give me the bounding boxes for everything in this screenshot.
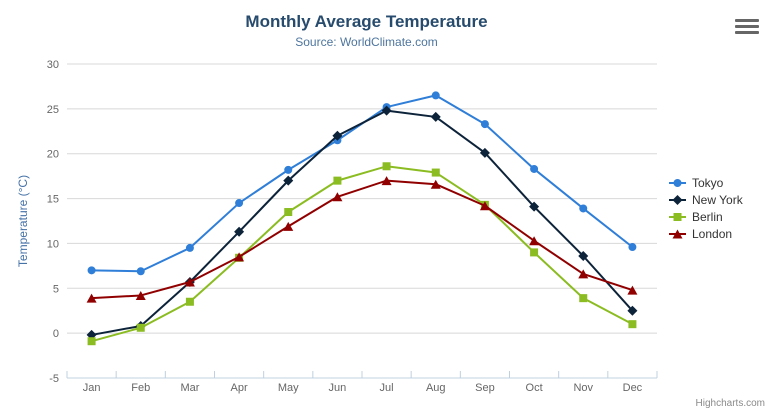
legend-label: New York	[692, 192, 743, 207]
data-point-new-york-oct[interactable]	[529, 201, 540, 212]
legend-marker-square-icon	[669, 212, 686, 221]
data-point-london-feb[interactable]	[135, 290, 146, 300]
y-axis-label: 15	[47, 194, 59, 206]
data-point-berlin-may[interactable]	[284, 208, 293, 217]
data-point-new-york-apr[interactable]	[234, 226, 245, 237]
x-axis-label: Apr	[231, 382, 248, 394]
x-axis-label: Mar	[180, 382, 199, 394]
legend: Tokyo New York Berlin London	[669, 176, 743, 244]
series-line-new-york	[90, 109, 634, 336]
legend-label: Berlin	[692, 209, 723, 224]
data-point-london-nov[interactable]	[578, 269, 589, 279]
data-point-new-york-nov[interactable]	[578, 250, 589, 261]
data-point-new-york-aug[interactable]	[430, 111, 441, 122]
y-axis-label: 5	[53, 283, 59, 295]
data-point-berlin-dec[interactable]	[628, 320, 637, 329]
data-point-berlin-jul[interactable]	[382, 162, 391, 171]
x-axis-label: Jul	[380, 382, 394, 394]
data-point-tokyo-nov[interactable]	[579, 204, 588, 213]
series-line-berlin	[90, 165, 634, 343]
x-axis-label: Sep	[475, 382, 495, 394]
data-point-london-sep[interactable]	[479, 201, 490, 211]
y-axis-label: 0	[53, 328, 59, 340]
data-point-tokyo-oct[interactable]	[530, 164, 539, 173]
data-point-london-jun[interactable]	[332, 192, 343, 202]
data-point-berlin-mar[interactable]	[185, 297, 194, 306]
data-point-new-york-sep[interactable]	[479, 147, 490, 158]
x-axis-label: Nov	[573, 382, 593, 394]
y-axis-label: 20	[47, 149, 59, 161]
series-london	[86, 176, 638, 303]
data-point-berlin-jun[interactable]	[333, 176, 342, 185]
data-point-new-york-jun[interactable]	[332, 130, 343, 141]
data-point-tokyo-jan[interactable]	[87, 266, 96, 275]
data-point-tokyo-feb[interactable]	[136, 267, 145, 276]
data-point-new-york-dec[interactable]	[627, 305, 638, 316]
legend-item-london[interactable]: London	[669, 226, 743, 241]
y-axis-label: 10	[47, 238, 59, 250]
x-axis-label: Jan	[83, 382, 101, 394]
series-tokyo	[87, 91, 637, 276]
legend-label: London	[692, 226, 733, 241]
x-axis-label: Jun	[329, 382, 347, 394]
highcharts-credit[interactable]: Highcharts.com	[695, 398, 765, 409]
data-point-tokyo-dec[interactable]	[628, 243, 637, 252]
data-point-london-may[interactable]	[283, 221, 294, 231]
x-axis-label: Dec	[623, 382, 643, 394]
data-point-london-aug[interactable]	[430, 179, 441, 189]
data-point-tokyo-sep[interactable]	[480, 120, 489, 129]
hamburger-icon	[735, 19, 759, 34]
data-point-berlin-aug[interactable]	[431, 168, 440, 177]
data-point-berlin-jan[interactable]	[87, 337, 96, 346]
series-line-tokyo	[90, 94, 634, 273]
data-point-london-dec[interactable]	[627, 285, 638, 295]
data-point-berlin-feb[interactable]	[136, 323, 145, 332]
x-axis-label: May	[278, 382, 299, 394]
data-point-tokyo-may[interactable]	[284, 165, 293, 174]
legend-marker-triangle-icon	[669, 229, 686, 238]
y-axis-label: 30	[47, 59, 59, 71]
data-point-tokyo-aug[interactable]	[431, 91, 440, 100]
y-axis-label: 25	[47, 104, 59, 116]
x-axis-label: Aug	[426, 382, 446, 394]
chart-menu-button[interactable]	[735, 18, 760, 35]
data-point-berlin-oct[interactable]	[530, 248, 539, 257]
data-point-berlin-nov[interactable]	[579, 294, 588, 303]
x-axis-label: Oct	[526, 382, 543, 394]
data-point-new-york-may[interactable]	[283, 175, 294, 186]
data-point-london-jan[interactable]	[86, 293, 97, 303]
chart-subtitle: Source: WorldClimate.com	[295, 35, 438, 49]
legend-item-new-york[interactable]: New York	[669, 192, 743, 207]
data-point-london-oct[interactable]	[529, 236, 540, 246]
data-point-london-jul[interactable]	[381, 176, 392, 186]
legend-marker-diamond-icon	[669, 194, 686, 205]
y-axis-title: Temperature (°C)	[16, 175, 30, 267]
legend-label: Tokyo	[692, 175, 724, 190]
legend-item-berlin[interactable]: Berlin	[669, 209, 743, 224]
legend-item-tokyo[interactable]: Tokyo	[669, 175, 743, 190]
y-axis-label: -5	[49, 373, 59, 385]
data-point-new-york-jul[interactable]	[381, 105, 392, 116]
series-new-york	[86, 105, 638, 340]
data-point-london-mar[interactable]	[184, 277, 195, 287]
chart-title: Monthly Average Temperature	[245, 12, 488, 31]
series-line-london	[90, 179, 634, 300]
data-point-tokyo-apr[interactable]	[235, 199, 244, 208]
legend-marker-circle-icon	[669, 178, 686, 187]
x-axis-label: Feb	[131, 382, 150, 394]
data-point-london-apr[interactable]	[234, 252, 245, 262]
data-point-tokyo-mar[interactable]	[185, 243, 194, 252]
